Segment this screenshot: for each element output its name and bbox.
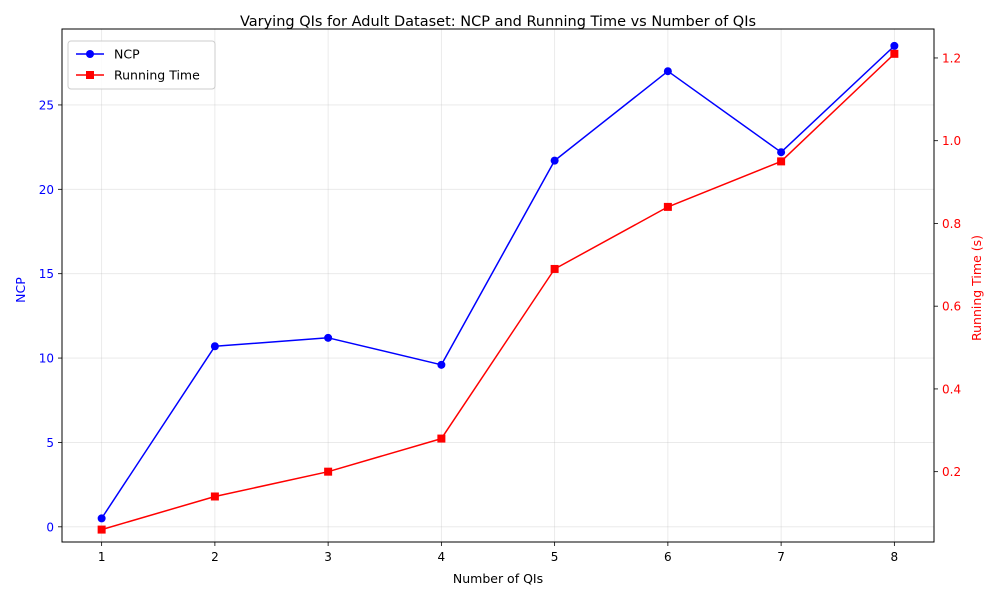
grid (62, 29, 934, 542)
data-point-running-time (777, 157, 786, 166)
data-point-ncp (550, 156, 559, 165)
series-line-running-time (101, 53, 895, 531)
legend-marker-running-time (86, 71, 94, 79)
legend: NCP Running Time (67, 40, 216, 90)
axes (58, 28, 938, 546)
x-tick-label: 7 (777, 550, 785, 564)
data-point-running-time (437, 434, 446, 443)
tick-labels: 1 2 3 4 5 6 7 8 0 5 10 15 20 25 0.2 0.4 0.6 0.8 1.0 1.2 (39, 51, 961, 564)
y-left-tick-label: 0 (46, 520, 54, 534)
y-left-tick-label: 25 (39, 98, 54, 112)
y-axis-right-label: Running Time (s) (969, 235, 984, 341)
legend-box (67, 40, 216, 90)
legend-marker-ncp (86, 50, 94, 58)
data-point-ncp (324, 333, 333, 342)
x-tick-label: 4 (438, 550, 446, 564)
x-tick-label: 2 (211, 550, 219, 564)
x-tick-label: 1 (98, 550, 106, 564)
series-line-ncp (100, 45, 895, 519)
data-point-running-time (97, 525, 106, 534)
y-right-tick-label: 0.2 (942, 465, 961, 479)
y-axis-left-label: NCP (13, 277, 28, 303)
y-right-tick-label: 0.4 (942, 382, 961, 396)
x-tick-label: 3 (324, 550, 332, 564)
y-right-tick-label: 1.0 (942, 134, 961, 148)
y-right-tick-label: 1.2 (942, 51, 961, 65)
x-tick-label: 6 (664, 550, 672, 564)
y-left-tick-label: 5 (46, 436, 54, 450)
data-point-running-time (890, 49, 899, 58)
data-point-running-time (663, 202, 672, 211)
x-axis-label: Number of QIs (453, 571, 543, 586)
y-right-tick-label: 0.8 (942, 217, 961, 231)
y-left-tick-label: 20 (39, 183, 54, 197)
x-tick-label: 8 (891, 550, 899, 564)
data-point-running-time (324, 467, 333, 476)
y-left-tick-label: 15 (39, 267, 54, 281)
series-layer (97, 41, 899, 534)
data-point-ncp (210, 342, 219, 351)
y-left-tick-label: 10 (39, 352, 54, 366)
chart-title: Varying QIs for Adult Dataset: NCP and R… (240, 14, 756, 30)
plot-frame (61, 28, 935, 543)
data-point-ncp (777, 148, 786, 157)
legend-label-running-time: Running Time (114, 68, 200, 83)
data-point-ncp (97, 514, 106, 523)
data-point-ncp (890, 41, 899, 50)
data-point-ncp (663, 67, 672, 76)
x-tick-label: 5 (551, 550, 559, 564)
data-point-running-time (210, 492, 219, 501)
legend-label-ncp: NCP (114, 47, 140, 62)
data-point-running-time (550, 264, 559, 273)
data-point-ncp (437, 360, 446, 369)
y-right-tick-label: 0.6 (942, 300, 961, 314)
